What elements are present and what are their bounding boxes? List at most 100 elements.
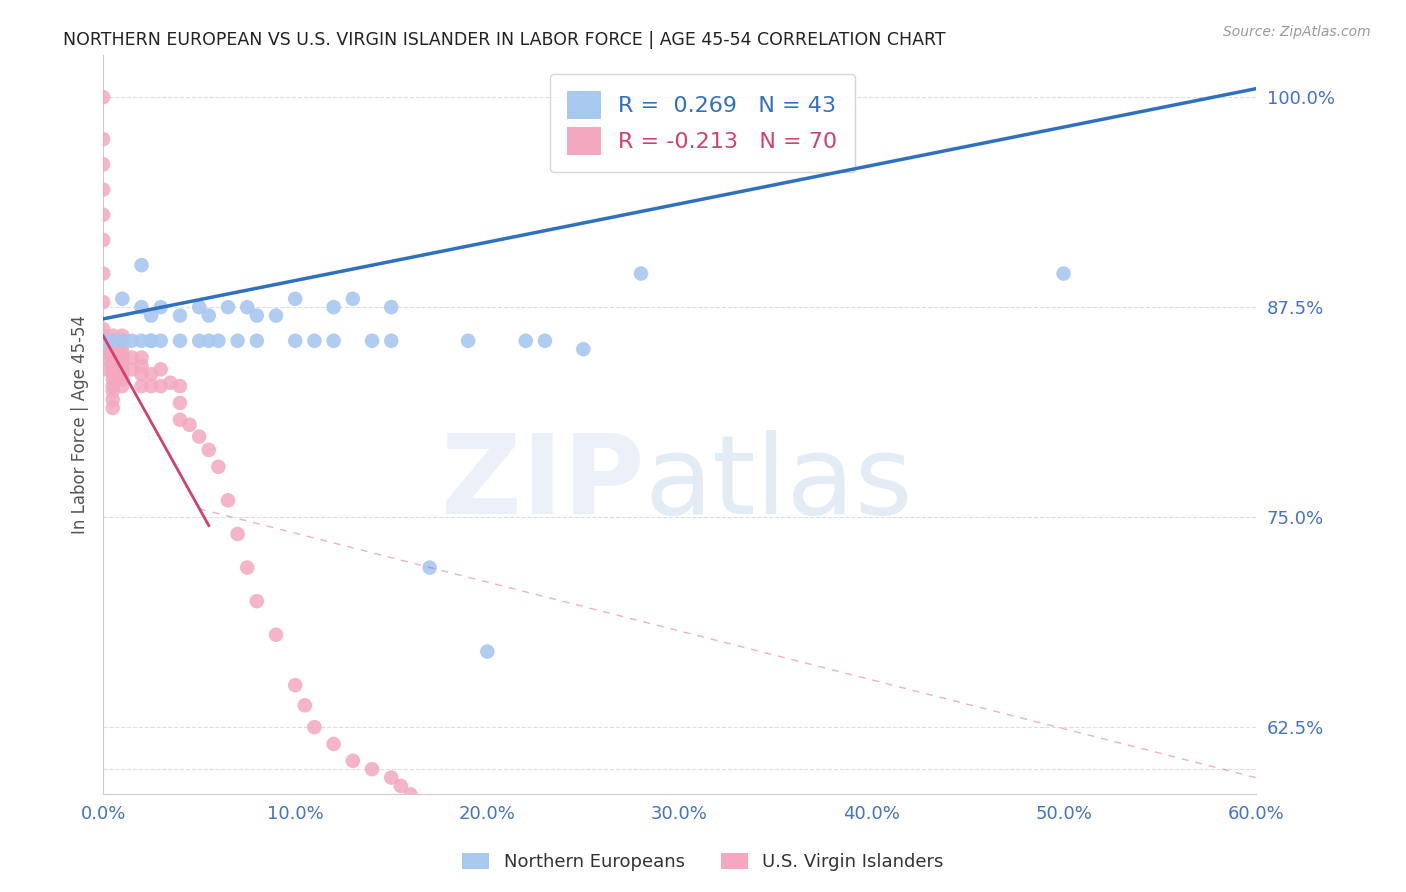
Point (226, 334, 249, 348)
Point (188, 334, 211, 348)
Point (457, 334, 479, 348)
Point (197, 442, 219, 457)
Point (1052, 267, 1074, 281)
Point (111, 379, 134, 393)
Point (111, 292, 134, 306)
Point (91, 334, 114, 348)
Point (284, 334, 307, 348)
Text: ZIP: ZIP (441, 431, 645, 537)
Point (101, 351, 124, 365)
Point (111, 362, 134, 376)
Point (131, 300, 153, 314)
Point (246, 594, 269, 608)
Point (226, 527, 249, 541)
Text: Source: ZipAtlas.com: Source: ZipAtlas.com (1223, 25, 1371, 39)
Point (389, 779, 412, 793)
Point (91, 328, 114, 343)
Text: atlas: atlas (645, 431, 914, 537)
Point (91, 334, 114, 348)
Point (131, 379, 153, 393)
Point (322, 300, 344, 314)
Point (361, 762, 384, 776)
Point (169, 309, 191, 323)
Point (141, 368, 163, 382)
Point (197, 334, 219, 348)
Point (169, 334, 191, 348)
Point (361, 334, 384, 348)
Point (169, 396, 191, 410)
Point (111, 328, 134, 343)
Point (111, 334, 134, 348)
Point (91, 182, 114, 196)
Point (141, 379, 163, 393)
Point (101, 368, 124, 382)
Point (101, 334, 124, 348)
Point (534, 334, 557, 348)
Point (91, 339, 114, 353)
Point (111, 355, 134, 369)
Point (91, 295, 114, 310)
Point (101, 392, 124, 407)
Point (91, 233, 114, 247)
Point (322, 737, 344, 751)
Point (179, 417, 201, 432)
Point (91, 267, 114, 281)
Point (197, 309, 219, 323)
Point (141, 309, 163, 323)
Point (91, 157, 114, 171)
Point (169, 413, 191, 427)
Point (91, 132, 114, 146)
Y-axis label: In Labor Force | Age 45-54: In Labor Force | Age 45-54 (72, 315, 89, 534)
Point (91, 351, 114, 365)
Point (342, 292, 364, 306)
Point (131, 368, 153, 382)
Point (121, 351, 143, 365)
Point (217, 300, 239, 314)
Point (111, 372, 134, 386)
Point (91, 345, 114, 359)
Point (101, 379, 124, 393)
Point (131, 258, 153, 272)
Point (91, 208, 114, 222)
Point (294, 698, 316, 713)
Point (284, 678, 307, 692)
Point (630, 267, 652, 281)
Point (149, 362, 172, 376)
Point (419, 560, 441, 574)
Point (188, 429, 211, 443)
Point (121, 362, 143, 376)
Point (572, 342, 595, 356)
Point (101, 339, 124, 353)
Point (304, 720, 326, 734)
Legend: Northern Europeans, U.S. Virgin Islanders: Northern Europeans, U.S. Virgin Islander… (456, 846, 950, 879)
Point (131, 351, 153, 365)
Point (399, 788, 422, 802)
Point (207, 334, 229, 348)
Point (111, 339, 134, 353)
Point (236, 300, 259, 314)
Point (380, 300, 402, 314)
Point (246, 334, 269, 348)
Point (380, 334, 402, 348)
Point (91, 90, 114, 104)
Point (121, 334, 143, 348)
Point (111, 334, 134, 348)
Point (149, 300, 172, 314)
Point (380, 771, 402, 785)
Point (169, 379, 191, 393)
Point (159, 376, 181, 390)
Point (111, 351, 134, 365)
Point (101, 384, 124, 399)
Point (284, 292, 307, 306)
Point (111, 345, 134, 359)
Point (246, 309, 269, 323)
Point (188, 300, 211, 314)
Text: NORTHERN EUROPEAN VS U.S. VIRGIN ISLANDER IN LABOR FORCE | AGE 45-54 CORRELATION: NORTHERN EUROPEAN VS U.S. VIRGIN ISLANDE… (63, 31, 946, 49)
Point (264, 309, 287, 323)
Point (91, 362, 114, 376)
Point (304, 334, 326, 348)
Point (111, 368, 134, 382)
Point (131, 334, 153, 348)
Point (264, 628, 287, 642)
Point (322, 334, 344, 348)
